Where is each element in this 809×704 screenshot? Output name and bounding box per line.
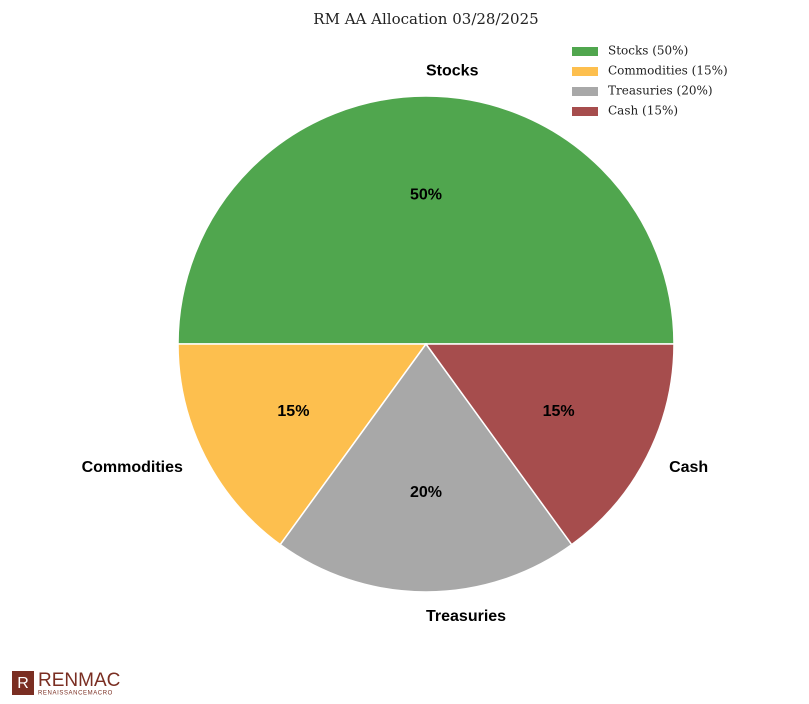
category-label: Treasuries xyxy=(426,608,506,625)
pie-slice xyxy=(279,342,573,593)
legend-label: Cash (15%) xyxy=(608,104,678,118)
category-label: Commodities xyxy=(82,459,183,476)
category-label: Cash xyxy=(669,459,708,476)
logo-mark xyxy=(12,671,34,695)
value-label: 15% xyxy=(277,403,309,420)
pie-slice xyxy=(177,343,428,546)
value-label: 15% xyxy=(543,403,575,420)
legend-swatch xyxy=(572,87,598,96)
logo-name: RENMAC xyxy=(38,670,120,691)
value-label: 20% xyxy=(410,484,442,501)
legend-label: Commodities (15%) xyxy=(608,64,728,78)
legend-label: Treasuries (20%) xyxy=(608,84,713,98)
logo-letter: R xyxy=(17,675,29,692)
legend-label: Stocks (50%) xyxy=(608,44,688,58)
value-label: 50% xyxy=(410,186,442,203)
category-label: Stocks xyxy=(426,62,479,79)
legend: Stocks (50%) Commodities (15%) Treasuries … xyxy=(572,44,728,118)
legend-swatch xyxy=(572,67,598,76)
logo: R RENMAC RENAISSANCEMACRO xyxy=(12,670,120,697)
legend-swatch xyxy=(572,47,598,56)
pie-slice xyxy=(177,95,675,345)
logo-tagline: RENAISSANCEMACRO xyxy=(38,691,113,697)
pie-slice xyxy=(424,343,675,546)
legend-swatch xyxy=(572,107,598,116)
chart-title: RM AA Allocation 03/28/2025 xyxy=(313,10,538,28)
